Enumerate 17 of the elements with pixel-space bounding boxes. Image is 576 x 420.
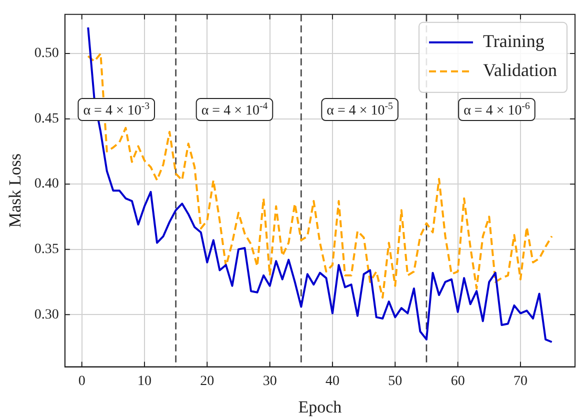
y-axis-title: Mask Loss (6, 154, 25, 228)
x-tick-label: 70 (513, 374, 528, 389)
x-tick-label: 40 (325, 374, 340, 389)
x-tick-label: 20 (200, 374, 214, 389)
legend-label: Validation (483, 60, 558, 80)
x-tick-label: 10 (137, 374, 152, 389)
x-tick-label: 30 (262, 374, 277, 389)
y-tick-label: 0.50 (34, 46, 59, 62)
legend-label: Training (483, 31, 544, 52)
x-tick-label: 50 (388, 374, 402, 389)
y-tick-label: 0.40 (34, 176, 59, 192)
y-tick-label: 0.45 (34, 111, 59, 126)
x-tick-label: 0 (78, 374, 86, 389)
y-tick-label: 0.30 (34, 307, 59, 322)
x-tick-label: 60 (450, 374, 465, 389)
y-tick-label: 0.35 (34, 242, 59, 258)
x-axis-title: Epoch (298, 397, 342, 416)
